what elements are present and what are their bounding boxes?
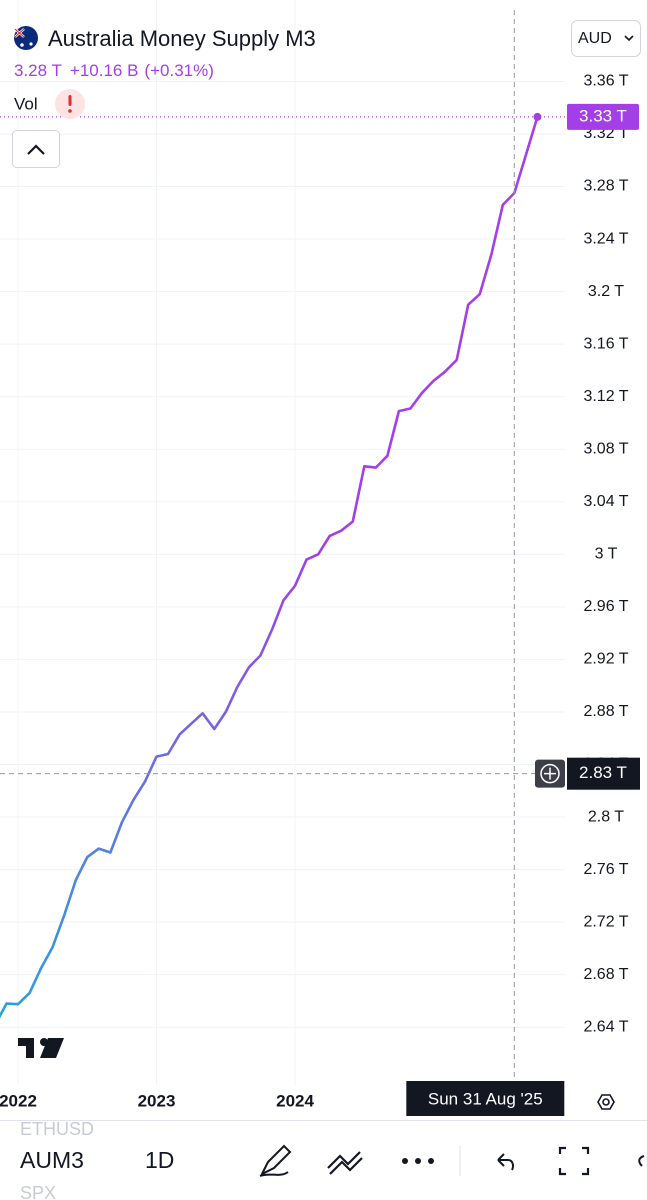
y-tick-label: 3 T [595,546,618,563]
y-tick-label: 3.24 T [583,230,628,247]
y-tick-label: 3.08 T [583,440,628,457]
next-symbol[interactable]: SPX [20,1183,56,1200]
series-line [0,116,539,1019]
draw-icon[interactable] [259,1144,292,1177]
crosshair-x-label: Sun 31 Aug '25 [428,1089,543,1108]
currency: AUD [578,30,612,47]
y-tick-label: 2.72 T [583,913,628,930]
last-value-label: 3.33 T [579,106,627,125]
settings-icon-center [602,1098,610,1106]
title: Australia Money Supply M3 [48,26,316,51]
plot [0,10,565,1085]
flag-star [20,43,24,47]
y-tick-label: 2.8 T [588,808,624,825]
tv-logo-dot [40,1038,48,1046]
collapse-button[interactable] [12,130,60,168]
y-tick-label: 2.64 T [583,1018,628,1035]
currency-caret [624,35,634,42]
y-tick-label: 2.76 T [583,861,628,878]
crosshair-add-plus [544,767,556,780]
price: 3.28 T [14,61,62,80]
symbol[interactable]: AUM3 [20,1147,84,1173]
vol-label: Vol [14,94,38,113]
fullscreen-icon[interactable] [558,1146,590,1176]
y-tick-label: 2.92 T [583,651,628,668]
y-tick-label: 2.96 T [583,598,628,615]
last-point [533,112,542,121]
settings-icon[interactable] [597,1094,615,1110]
more-dot [415,1158,421,1164]
last-value-tag [567,103,639,130]
overlay: 3.33 T Sun 31 Aug '25 2.83 T [406,103,640,1116]
currency-button[interactable] [571,20,641,57]
y-tick-label: 3.16 T [583,335,628,352]
flag-icon [14,26,38,50]
chevron-up [27,144,45,155]
flag-star [29,42,33,46]
crosshair-y-label: 2.83 T [579,763,627,782]
crosshair-y-tag [567,757,640,790]
warning-mark [68,95,72,106]
y-tick-label: 2.88 T [583,703,628,720]
y-tick-label: 3.36 T [583,73,628,90]
x-tick-label: 2023 [138,1091,176,1110]
y-tick-label: 3.12 T [583,388,628,405]
flag-union-red [14,28,25,38]
prev-symbol[interactable]: ETHUSD [20,1119,94,1139]
change: +10.16 B [70,61,139,80]
tv-logo [18,1038,64,1058]
y-tick-label: 3.28 T [583,178,628,195]
price-line: 3.28 T +10.16 B (+0.31%) [14,61,214,80]
y-tick-label: 3.2 T [588,283,624,300]
undo-icon[interactable] [497,1153,514,1171]
more-dot [428,1158,434,1164]
warning-dot [68,109,72,113]
change-pct: (+0.31%) [144,61,213,80]
redo-icon-cut[interactable] [638,1155,645,1167]
crosshair-add-icon [540,763,560,784]
interval[interactable]: 1D [145,1147,174,1173]
crosshair-x-tag [406,1081,565,1116]
indicators-icon[interactable] [327,1151,363,1175]
x-tick-label: 2024 [276,1091,314,1110]
y-tick-label: 2.68 T [583,966,628,983]
x-tick-label: 2022 [0,1091,37,1110]
more-dot[interactable] [402,1158,408,1164]
y-tick-label: 3.04 T [583,493,628,510]
